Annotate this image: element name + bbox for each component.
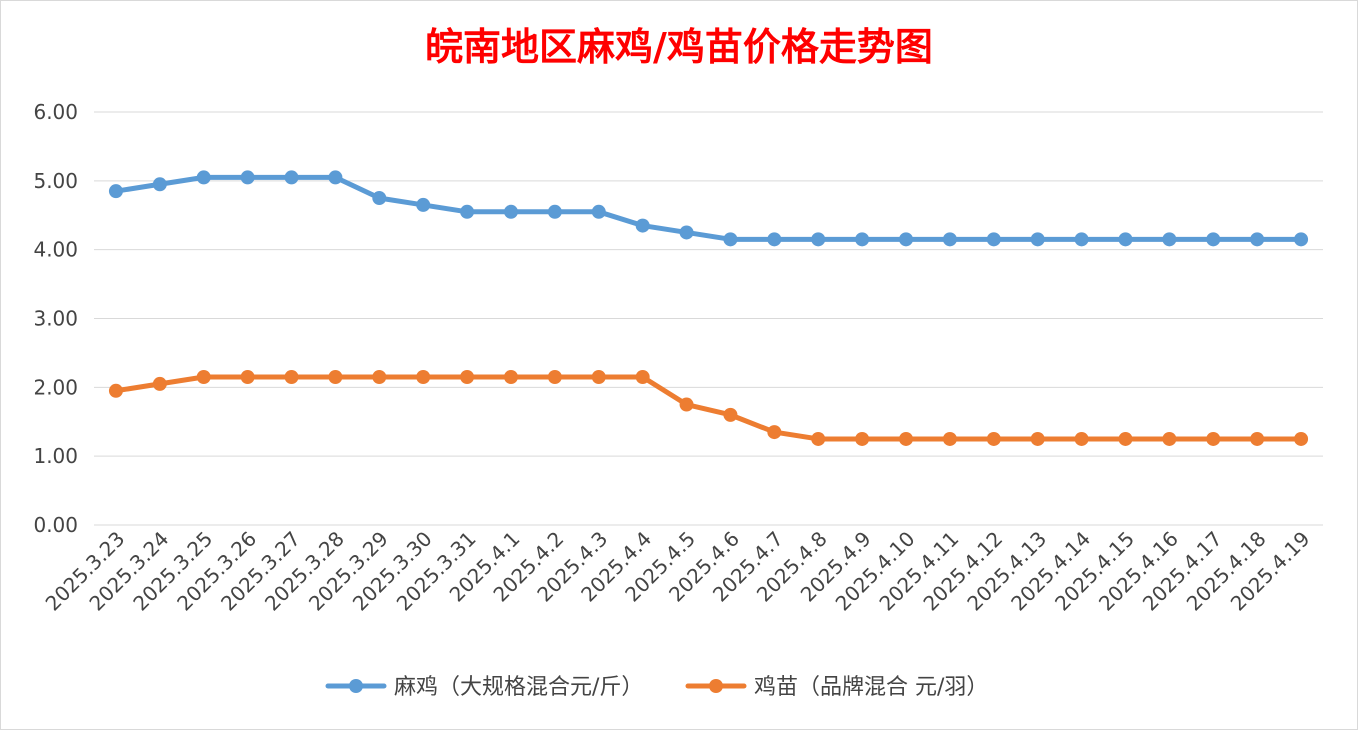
legend: 麻鸡（大规格混合元/斤） 鸡苗（品牌混合 元/羽） bbox=[325, 675, 988, 700]
data-point bbox=[899, 431, 914, 446]
data-point bbox=[1250, 431, 1265, 446]
data-point bbox=[328, 170, 343, 185]
data-point bbox=[811, 431, 826, 446]
data-point bbox=[942, 232, 957, 247]
data-point bbox=[1074, 431, 1089, 446]
data-point bbox=[767, 425, 782, 440]
data-point bbox=[1030, 232, 1045, 247]
data-point bbox=[986, 232, 1001, 247]
y-tick-label: 3.00 bbox=[33, 307, 78, 331]
legend-marker bbox=[349, 679, 363, 693]
data-point bbox=[1162, 232, 1177, 247]
legend-label: 麻鸡（大规格混合元/斤） bbox=[394, 675, 643, 700]
legend-marker bbox=[709, 679, 723, 693]
data-point bbox=[1162, 431, 1177, 446]
chart-title: 皖南地区麻鸡/鸡苗价格走势图 bbox=[425, 24, 933, 69]
data-point bbox=[1118, 431, 1133, 446]
y-tick-label: 0.00 bbox=[33, 513, 78, 537]
data-point bbox=[1250, 232, 1265, 247]
data-point bbox=[635, 370, 650, 385]
y-axis-ticks: 0.00 1.00 2.00 3.00 4.00 5.00 6.00 bbox=[33, 100, 78, 537]
data-point bbox=[1294, 232, 1309, 247]
data-point bbox=[1118, 232, 1133, 247]
data-point bbox=[767, 232, 782, 247]
data-point bbox=[547, 204, 562, 219]
series-line-1 bbox=[113, 174, 1304, 242]
data-point bbox=[1206, 431, 1221, 446]
data-point bbox=[547, 370, 562, 385]
data-point bbox=[1294, 431, 1309, 446]
y-tick-label: 6.00 bbox=[33, 100, 78, 124]
y-tick-label: 4.00 bbox=[33, 238, 78, 262]
series-layer bbox=[108, 170, 1309, 446]
data-point bbox=[460, 204, 475, 219]
gridlines bbox=[94, 111, 1323, 526]
data-point bbox=[503, 204, 518, 219]
y-tick-label: 2.00 bbox=[33, 375, 78, 399]
data-point bbox=[416, 197, 431, 212]
data-point bbox=[855, 431, 870, 446]
data-point bbox=[152, 177, 167, 192]
data-point bbox=[1074, 232, 1089, 247]
data-point bbox=[108, 184, 123, 199]
y-tick-label: 1.00 bbox=[33, 444, 78, 468]
data-point bbox=[196, 370, 211, 385]
data-point bbox=[152, 376, 167, 391]
data-point bbox=[591, 370, 606, 385]
data-point bbox=[328, 370, 343, 385]
data-point bbox=[503, 370, 518, 385]
data-point bbox=[284, 370, 299, 385]
data-point bbox=[1206, 232, 1221, 247]
legend-label: 鸡苗（品牌混合 元/羽） bbox=[754, 675, 988, 700]
data-point bbox=[679, 225, 694, 240]
data-point bbox=[416, 370, 431, 385]
data-point bbox=[196, 170, 211, 185]
data-point bbox=[372, 191, 387, 206]
data-point bbox=[899, 232, 914, 247]
y-tick-label: 5.00 bbox=[33, 169, 78, 193]
data-point bbox=[240, 170, 255, 185]
data-point bbox=[723, 407, 738, 422]
data-point bbox=[591, 204, 606, 219]
data-point bbox=[284, 170, 299, 185]
data-point bbox=[635, 218, 650, 233]
data-point bbox=[811, 232, 826, 247]
data-point bbox=[240, 370, 255, 385]
data-point bbox=[1030, 431, 1045, 446]
data-point bbox=[986, 431, 1001, 446]
series-line-2 bbox=[113, 374, 1304, 442]
data-point bbox=[679, 397, 694, 412]
data-point bbox=[460, 370, 475, 385]
data-point bbox=[108, 383, 123, 398]
data-point bbox=[723, 232, 738, 247]
data-point bbox=[372, 370, 387, 385]
data-point bbox=[942, 431, 957, 446]
data-point bbox=[855, 232, 870, 247]
